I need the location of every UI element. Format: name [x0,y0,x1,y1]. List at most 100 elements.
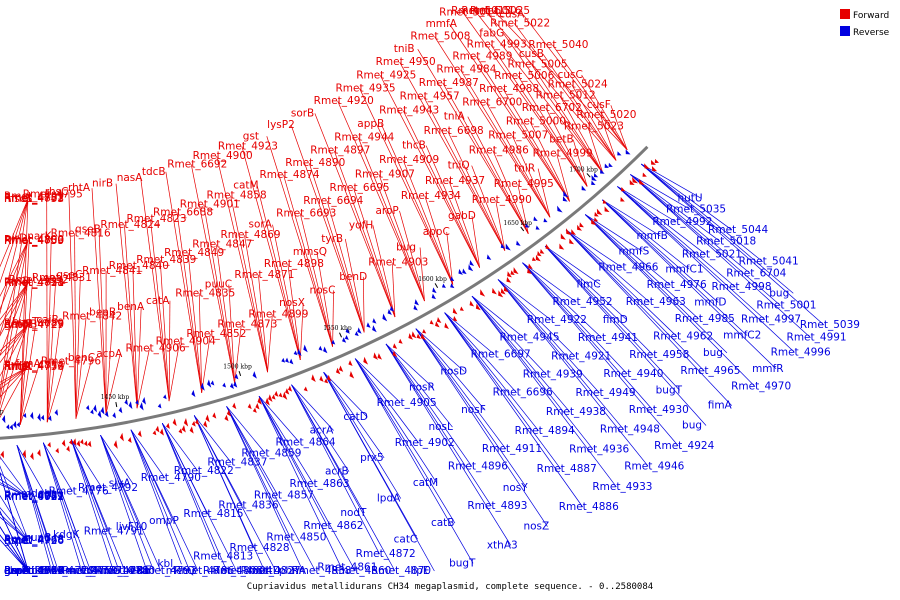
reverse-gene-label: Rmet_4936 [569,443,629,455]
leader-line [402,159,454,285]
leader-line [444,312,517,393]
forward-gene-label: Rmet_4759 [4,235,64,247]
forward-gene-label: Rmet_4995 [494,178,554,190]
reverse-gene-label: fimD [603,314,628,326]
leader-line [417,48,529,234]
forward-gene-mark [152,430,157,436]
reverse-gene-mark [1,415,6,424]
forward-gene-label: sorA [249,219,273,231]
leader-line [241,146,301,361]
reverse-gene-mark [9,424,13,431]
forward-gene-label: Rmet_5005 [507,58,567,70]
reverse-gene-label: Rmet_4730 [4,565,64,577]
forward-gene-label: Rmet_4993 [467,38,527,50]
forward-gene-label: Rmet_4907 [355,168,415,180]
leader-line [476,56,570,202]
reverse-gene-label: llpE [410,565,429,577]
reverse-ticks-layer [0,163,825,572]
reverse-gene-label: cls [4,565,18,577]
leader-line [46,236,52,423]
reverse-gene-label: mmfR [752,363,783,375]
scale-tick [586,173,591,178]
forward-gene-label: tniA [444,111,466,123]
leader-line [444,312,583,508]
forward-gene-mark [569,238,575,245]
leader-line [617,186,736,288]
forward-gene-label: tyrB [321,233,343,245]
reverse-gene-mark [37,413,41,422]
leader-line [493,10,628,151]
leader-line [0,365,29,418]
reverse-gene-label: Rmet_4896 [448,461,508,473]
reverse-gene-label: hupB [24,532,51,544]
forward-gene-label: Rmet_5024 [548,79,608,91]
forward-gene-label: Rmet_4950 [376,56,436,68]
leader-line [448,180,480,268]
forward-gene-mark [255,403,260,410]
forward-gene-label: mmfA [426,18,458,30]
forward-gene-mark [348,360,353,367]
leader-line [617,186,707,255]
reverse-gene-mark [468,264,474,272]
forward-gene-mark [513,267,519,275]
reverse-gene-label: Rmet_4781 [89,565,149,577]
leader-line [587,126,604,173]
leader-line [522,262,628,375]
forward-gene-label: rhtA [68,182,91,194]
forward-gene-label: gntT [4,319,28,331]
reverse-gene-label: Rmet_4911 [482,443,542,455]
reverse-gene-label: mmfB [636,230,667,242]
forward-gene-mark [87,440,92,448]
reverse-gene-mark [591,175,597,182]
reverse-gene-label: Rmet_4776 [49,485,109,497]
forward-gene-mark [492,287,497,295]
leader-line [100,435,148,571]
leader-line [419,247,425,302]
reverse-gene-mark [563,190,569,198]
reverse-gene-mark [604,163,609,168]
reverse-gene-mark [331,339,336,345]
reverse-gene-label: Rmet_4976 [647,279,707,291]
leader-line [415,328,527,489]
scale-tick-label: 1550 kbp [323,325,352,332]
reverse-gene-mark [54,409,59,416]
leader-line [0,495,29,541]
scale-tick-label: 1450 kbp [101,394,130,401]
reverse-gene-label: mmfS [618,245,649,257]
leader-line [517,76,588,187]
reverse-gene-label: Rmet_4743 [4,565,64,577]
reverse-gene-label: nosD [440,365,467,377]
leader-line [353,187,396,318]
leader-line [641,163,702,199]
leader-line [70,439,120,572]
forward-gene-mark [268,394,273,403]
leader-line [16,444,56,572]
reverse-gene-label: phnA [279,565,307,577]
leader-line [0,472,29,497]
forward-gene-mark [252,407,257,413]
reverse-gene-mark [210,380,215,386]
reverse-gene-label: Rmet_4966 [598,262,658,274]
reverse-gene-label: acrB [325,466,349,478]
forward-gene-mark [159,428,164,436]
leader-line [444,312,495,355]
leader-line [91,188,107,414]
leader-line [511,135,551,218]
forward-gene-label: acpA [96,348,123,360]
reverse-gene-mark [157,403,162,409]
leader-line [471,215,480,268]
reverse-gene-label: Rmet_5018 [696,235,756,247]
reverse-gene-label: prx5 [360,452,384,464]
forward-gene-label: Rmet_4833 [4,235,64,247]
forward-gene-mark [545,243,551,250]
reverse-gene-label: Rmet_4964 [4,565,64,577]
leader-line [610,105,628,150]
forward-gene-mark [22,449,27,459]
leader-line [16,444,52,572]
forward-gene-mark [189,426,194,434]
forward-gene-label: Rmet_4849 [164,247,224,259]
leader-line [0,366,29,383]
forward-gene-label: Rmet_4823 [126,213,186,225]
forward-gene-mark [566,228,572,236]
leader-line [75,316,87,419]
